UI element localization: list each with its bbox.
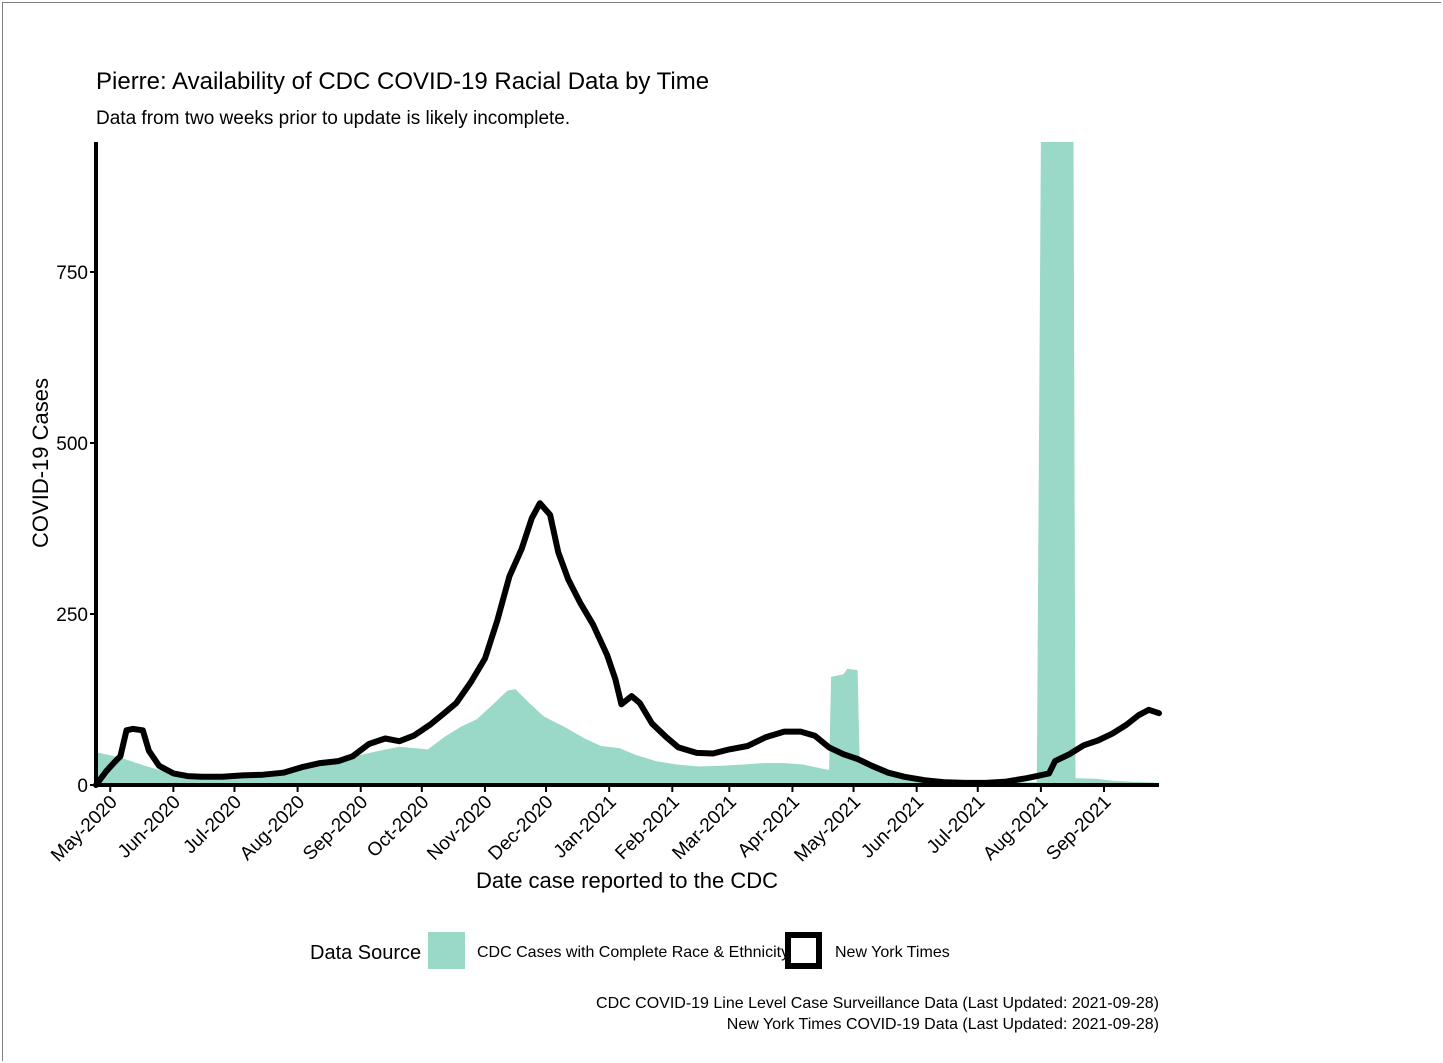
caption-line-2: New York Times COVID-19 Data (Last Updat… [727, 1016, 1159, 1033]
caption-line-1: CDC COVID-19 Line Level Case Surveillanc… [596, 995, 1159, 1012]
y-axis-ticks: 0 250 500 750 [56, 263, 96, 797]
y-tick-label: 0 [77, 776, 88, 797]
x-tick-label: Aug-2020 [236, 792, 309, 865]
y-tick-label: 750 [56, 263, 88, 284]
x-tick-label: Nov-2020 [423, 792, 496, 865]
legend-label-nyt: New York Times [835, 944, 950, 961]
y-axis-title: COVID-19 Cases [28, 378, 53, 548]
x-tick-label: Jul-2020 [180, 792, 246, 858]
plot-area [93, 142, 1162, 788]
y-tick-label: 250 [56, 605, 88, 626]
x-tick-label: Jun-2021 [857, 792, 928, 863]
legend: Data Source CDC Cases with Complete Race… [310, 932, 950, 969]
x-tick-label: Aug-2021 [979, 792, 1052, 865]
legend-swatch-cdc [428, 932, 465, 969]
x-tick-label: May-2021 [790, 792, 865, 867]
legend-title: Data Source [310, 942, 421, 964]
x-tick-label: Jan-2021 [550, 792, 621, 863]
x-tick-label: Sep-2021 [1042, 792, 1115, 865]
x-tick-label: May-2020 [47, 792, 122, 867]
chart-subtitle: Data from two weeks prior to update is l… [96, 108, 570, 129]
x-axis-title: Date case reported to the CDC [476, 868, 778, 893]
y-tick-label: 500 [56, 434, 88, 455]
legend-swatch-nyt [785, 932, 822, 969]
legend-label-cdc: CDC Cases with Complete Race & Ethnicity [477, 944, 789, 961]
series-area-cdc [96, 142, 1159, 785]
x-axis-ticks: May-2020Jun-2020Jul-2020Aug-2020Sep-2020… [47, 785, 1116, 867]
series-line-nyt [93, 500, 1162, 788]
x-tick-label: Oct-2020 [363, 792, 433, 862]
x-tick-label: Jun-2020 [114, 792, 185, 863]
x-tick-label: Jul-2021 [923, 792, 989, 858]
chart-title: Pierre: Availability of CDC COVID-19 Rac… [96, 68, 709, 95]
x-tick-label: Sep-2020 [299, 792, 372, 865]
x-tick-label: Dec-2020 [484, 792, 557, 865]
